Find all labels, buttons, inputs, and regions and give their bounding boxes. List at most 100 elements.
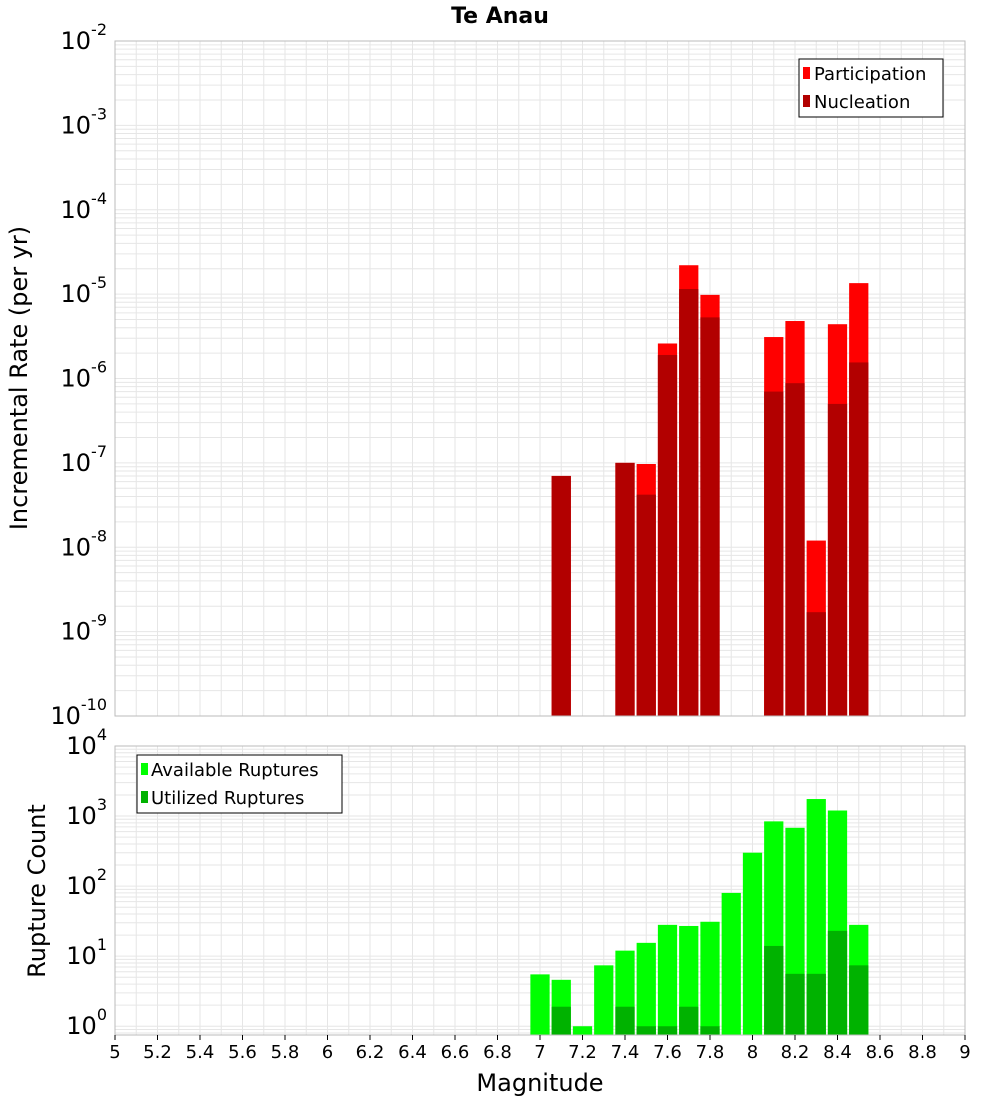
y-tick-exponent: 0 [97, 1005, 107, 1024]
x-tick-label: 6.2 [356, 1042, 385, 1063]
x-tick-label: 5.2 [143, 1042, 172, 1063]
y-tick-exponent: -2 [91, 20, 107, 39]
rate-bars [551, 265, 869, 716]
y-tick-base: 10 [61, 533, 92, 561]
y-tick-base: 10 [66, 942, 97, 970]
x-tick-label: 7.2 [568, 1042, 597, 1063]
utilized-ruptures-bar [806, 973, 826, 1035]
x-tick-label: 5 [109, 1042, 120, 1063]
x-tick-label: 5.8 [271, 1042, 300, 1063]
count-legend: Available Ruptures Utilized Ruptures [136, 754, 343, 814]
x-tick-label: 9 [959, 1042, 970, 1063]
x-tick-label: 8.6 [866, 1042, 895, 1063]
y-tick-label: 101 [66, 935, 107, 970]
rate-y-axis-label: Incremental Rate (per yr) [5, 226, 33, 530]
y-tick-base: 10 [61, 449, 92, 477]
utilized-ruptures-bar [636, 1026, 656, 1035]
participation-legend-label: Participation [814, 64, 926, 85]
x-tick-label: 8.8 [908, 1042, 937, 1063]
nucleation-legend-label: Nucleation [814, 92, 910, 113]
nucleation-bar [615, 462, 635, 716]
x-tick-label: 7.4 [611, 1042, 640, 1063]
y-tick-base: 10 [66, 802, 97, 830]
nucleation-bar [657, 354, 678, 716]
chart-title: Te Anau [451, 4, 549, 29]
x-tick-label: 8.2 [781, 1042, 810, 1063]
y-tick-label: 10-6 [61, 358, 108, 393]
x-tick-label: 8.4 [823, 1042, 852, 1063]
y-tick-exponent: 3 [97, 795, 107, 814]
y-tick-exponent: -8 [91, 526, 107, 545]
nucleation-bar [700, 317, 720, 716]
y-tick-label: 10-8 [61, 526, 108, 561]
utilized-legend-label: Utilized Ruptures [151, 788, 304, 809]
x-axis-label: Magnitude [476, 1069, 603, 1097]
utilized-ruptures-bar [679, 1006, 699, 1035]
x-tick-label: 7.8 [696, 1042, 725, 1063]
y-tick-label: 10-4 [61, 189, 108, 224]
y-tick-exponent: -3 [91, 104, 107, 123]
y-tick-label: 10-7 [61, 442, 108, 477]
count-bars [530, 799, 869, 1035]
x-tick-label: 6 [322, 1042, 333, 1063]
utilized-ruptures-bar [615, 1006, 635, 1035]
x-tick-label: 7.6 [653, 1042, 682, 1063]
participation-swatch [803, 67, 810, 79]
y-tick-exponent: 2 [97, 865, 107, 884]
utilized-swatch [141, 791, 148, 803]
utilized-ruptures-bar [551, 1006, 571, 1035]
nucleation-bar [636, 494, 656, 716]
y-tick-exponent: 4 [97, 725, 107, 744]
y-tick-label: 10-2 [61, 20, 108, 55]
nucleation-bar [849, 362, 869, 716]
nucleation-bar [827, 403, 848, 716]
count-y-axis-label: Rupture Count [23, 804, 51, 978]
nucleation-swatch [803, 95, 810, 107]
available-ruptures-bar [700, 921, 720, 1035]
nucleation-bar [806, 612, 826, 716]
available-ruptures-bar [636, 942, 656, 1035]
utilized-ruptures-bar [657, 1026, 678, 1035]
nucleation-bar [551, 475, 571, 716]
y-tick-base: 10 [61, 27, 92, 55]
utilized-ruptures-bar [764, 945, 784, 1035]
x-ticks: 5 5.2 5.4 5.6 5.8 6 6.2 6.4 6.6 6.8 7 7.2 7.4 7.6 7.8 8… [109, 1035, 971, 1063]
y-tick-base: 10 [50, 702, 81, 730]
y-tick-base: 10 [61, 280, 92, 308]
y-tick-base: 10 [61, 618, 92, 646]
y-tick-label: 10-3 [61, 104, 108, 139]
y-tick-base: 10 [66, 872, 97, 900]
y-tick-exponent: -7 [91, 442, 107, 461]
nucleation-bar [785, 383, 805, 716]
y-tick-base: 10 [66, 732, 97, 760]
utilized-ruptures-bar [827, 930, 848, 1035]
rate-legend: Participation Nucleation [798, 58, 944, 118]
utilized-ruptures-bar [700, 1026, 720, 1035]
y-tick-base: 10 [61, 111, 92, 139]
y-tick-exponent: -10 [81, 695, 107, 714]
available-ruptures-bar [530, 974, 550, 1035]
y-tick-label: 10-10 [50, 695, 107, 730]
x-tick-label: 5.4 [186, 1042, 215, 1063]
y-tick-base: 10 [66, 1012, 97, 1040]
available-legend-label: Available Ruptures [151, 760, 319, 781]
available-ruptures-bar [572, 1026, 593, 1035]
y-tick-exponent: -4 [91, 189, 107, 208]
y-tick-base: 10 [61, 365, 92, 393]
y-tick-base: 10 [61, 196, 92, 224]
y-tick-label: 10-9 [61, 611, 108, 646]
x-tick-label: 6.4 [398, 1042, 427, 1063]
available-ruptures-bar [721, 892, 741, 1035]
y-tick-label: 100 [66, 1005, 107, 1040]
available-swatch [141, 763, 148, 775]
y-tick-exponent: 1 [97, 935, 107, 954]
x-tick-label: 8 [747, 1042, 758, 1063]
available-ruptures-bar [742, 852, 763, 1035]
y-tick-label: 103 [66, 795, 107, 830]
y-tick-exponent: -6 [91, 358, 107, 377]
y-tick-label: 104 [66, 725, 107, 760]
